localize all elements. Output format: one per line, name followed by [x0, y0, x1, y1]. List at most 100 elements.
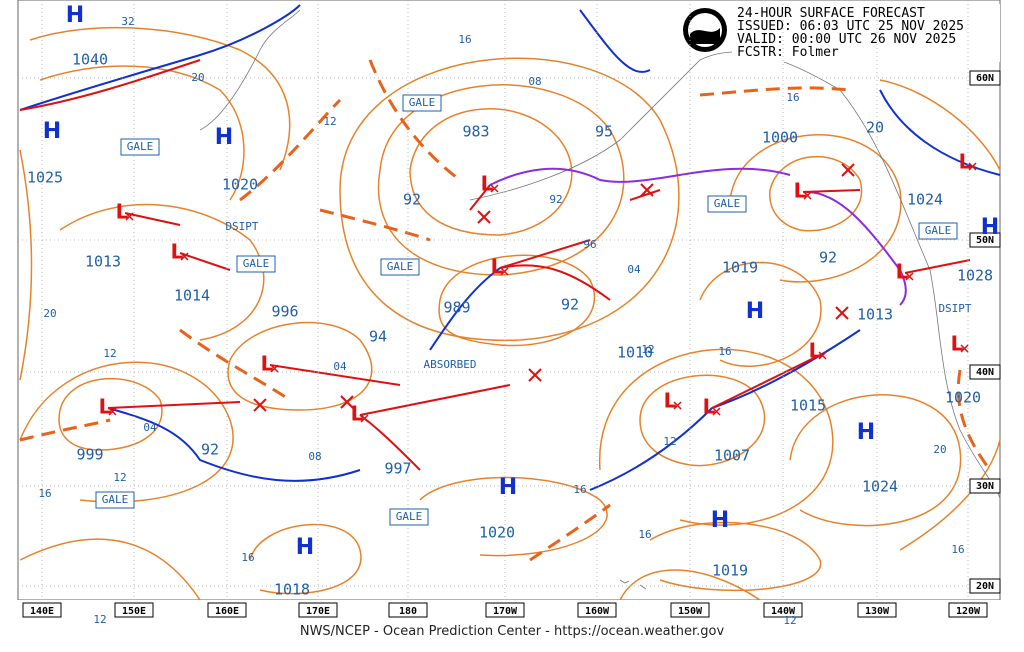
- axis-label-box: [857, 602, 897, 618]
- pressure-label: 1019: [712, 562, 748, 580]
- axis-label-box: [388, 602, 428, 618]
- isobar-label: 92: [549, 193, 562, 206]
- low-cross: [125, 212, 134, 221]
- pressure-label: 989: [443, 299, 470, 317]
- low-cross: [960, 344, 969, 353]
- dashed-troughs: [19, 59, 992, 562]
- gale-box: [380, 258, 420, 276]
- axis-label-box: [969, 70, 1001, 86]
- pressure-label: 1020: [945, 389, 981, 407]
- isobars: [19, 26, 1001, 601]
- gale-label: GALE: [714, 197, 741, 210]
- axis-label-box: [670, 602, 710, 618]
- pressure-label: 983: [462, 123, 489, 141]
- pressure-label: 1013: [857, 306, 893, 324]
- pressure-label: 1024: [907, 191, 943, 209]
- low-center: L: [896, 260, 909, 284]
- longitude-label: 150W: [678, 606, 703, 617]
- axis-label-box: [969, 478, 1001, 494]
- gale-label: GALE: [127, 140, 154, 153]
- isobar-label: 12: [113, 471, 126, 484]
- gale-label: GALE: [243, 257, 270, 270]
- high-center: H: [746, 299, 764, 324]
- pressure-label: 999: [76, 446, 103, 464]
- pressure-label: 92: [561, 296, 579, 314]
- low-center: L: [261, 352, 274, 376]
- low-cross: [360, 414, 369, 423]
- longitude-label: 170W: [493, 606, 518, 617]
- pressure-label: 92: [403, 191, 421, 209]
- isobar-label: 12: [103, 347, 116, 360]
- pressure-label: 996: [271, 303, 298, 321]
- low-center: L: [794, 179, 807, 203]
- axis-label-box: [577, 602, 617, 618]
- pressure-label: 1040: [72, 51, 108, 69]
- pressure-label: 1018: [274, 581, 310, 599]
- header-line: FCSTR: Folmer: [737, 45, 839, 60]
- low-center: L: [99, 395, 112, 419]
- low-center: L: [951, 332, 964, 356]
- pressure-label: 1007: [714, 447, 750, 465]
- low-center: L: [664, 389, 677, 413]
- axis-label-box: [763, 602, 803, 618]
- dsipt-label: DSIPT: [938, 302, 971, 315]
- dsipt-label: DSIPT: [225, 220, 258, 233]
- longitude-label: 170E: [306, 606, 330, 617]
- header-box: [732, 4, 1000, 62]
- low-center: L: [171, 240, 184, 264]
- pressure-label: 94: [369, 328, 387, 346]
- gale-box: [236, 255, 276, 273]
- latitude-label: 60N: [976, 73, 994, 84]
- gale-label: GALE: [409, 96, 436, 109]
- pressure-label: 92: [201, 441, 219, 459]
- forecast-position: [835, 306, 849, 320]
- low-center: L: [959, 150, 972, 174]
- axis-label-box: [948, 602, 988, 618]
- latitude-label: 20N: [976, 581, 994, 592]
- forecast-position: [640, 183, 654, 197]
- isobar-label: 08: [308, 450, 321, 463]
- forecast-position: [841, 163, 855, 177]
- pressure-label: 95: [595, 123, 613, 141]
- gale-label: GALE: [387, 260, 414, 273]
- low-center: L: [116, 200, 129, 224]
- latitude-label: 50N: [976, 235, 994, 246]
- pressure-label: 1025: [27, 169, 63, 187]
- pressure-label: 1024: [862, 478, 898, 496]
- low-cross: [818, 351, 827, 360]
- isobar-label: 04: [333, 360, 347, 373]
- axis-label-box: [22, 602, 62, 618]
- isobar-label: 12: [93, 613, 106, 626]
- isobar-label: 16: [718, 345, 731, 358]
- gale-box: [120, 138, 160, 156]
- header-line: ISSUED: 06:03 UTC 25 NOV 2025: [737, 19, 964, 34]
- pressure-label: 1020: [222, 176, 258, 194]
- isobar-label: 16: [573, 483, 586, 496]
- latitude-label: 40N: [976, 367, 994, 378]
- isobar-label: 20: [43, 307, 56, 320]
- isobar-label: 96: [583, 238, 596, 251]
- gale-label: GALE: [102, 493, 129, 506]
- pressure-label: 1020: [479, 524, 515, 542]
- axis-label-box: [207, 602, 247, 618]
- forecast-position: [477, 210, 491, 224]
- low-cross: [968, 162, 977, 171]
- isobar-label: 16: [951, 543, 964, 556]
- pressure-label: 1013: [85, 253, 121, 271]
- longitude-label: 140W: [771, 606, 796, 617]
- gale-box: [707, 195, 747, 213]
- low-cross: [905, 272, 914, 281]
- fronts: [19, 4, 1001, 491]
- longitude-label: 120W: [956, 606, 981, 617]
- pressure-label: 1000: [762, 129, 798, 147]
- low-cross: [108, 407, 117, 416]
- forecast-position: [528, 368, 542, 382]
- low-cross: [270, 364, 279, 373]
- pressure-label: 20: [866, 119, 884, 137]
- longitude-label: 160E: [215, 606, 239, 617]
- high-center: H: [711, 508, 729, 533]
- low-center: L: [491, 255, 504, 279]
- pressure-label: 1019: [722, 259, 758, 277]
- pressure-label: 997: [384, 460, 411, 478]
- isobar-label: 08: [528, 75, 541, 88]
